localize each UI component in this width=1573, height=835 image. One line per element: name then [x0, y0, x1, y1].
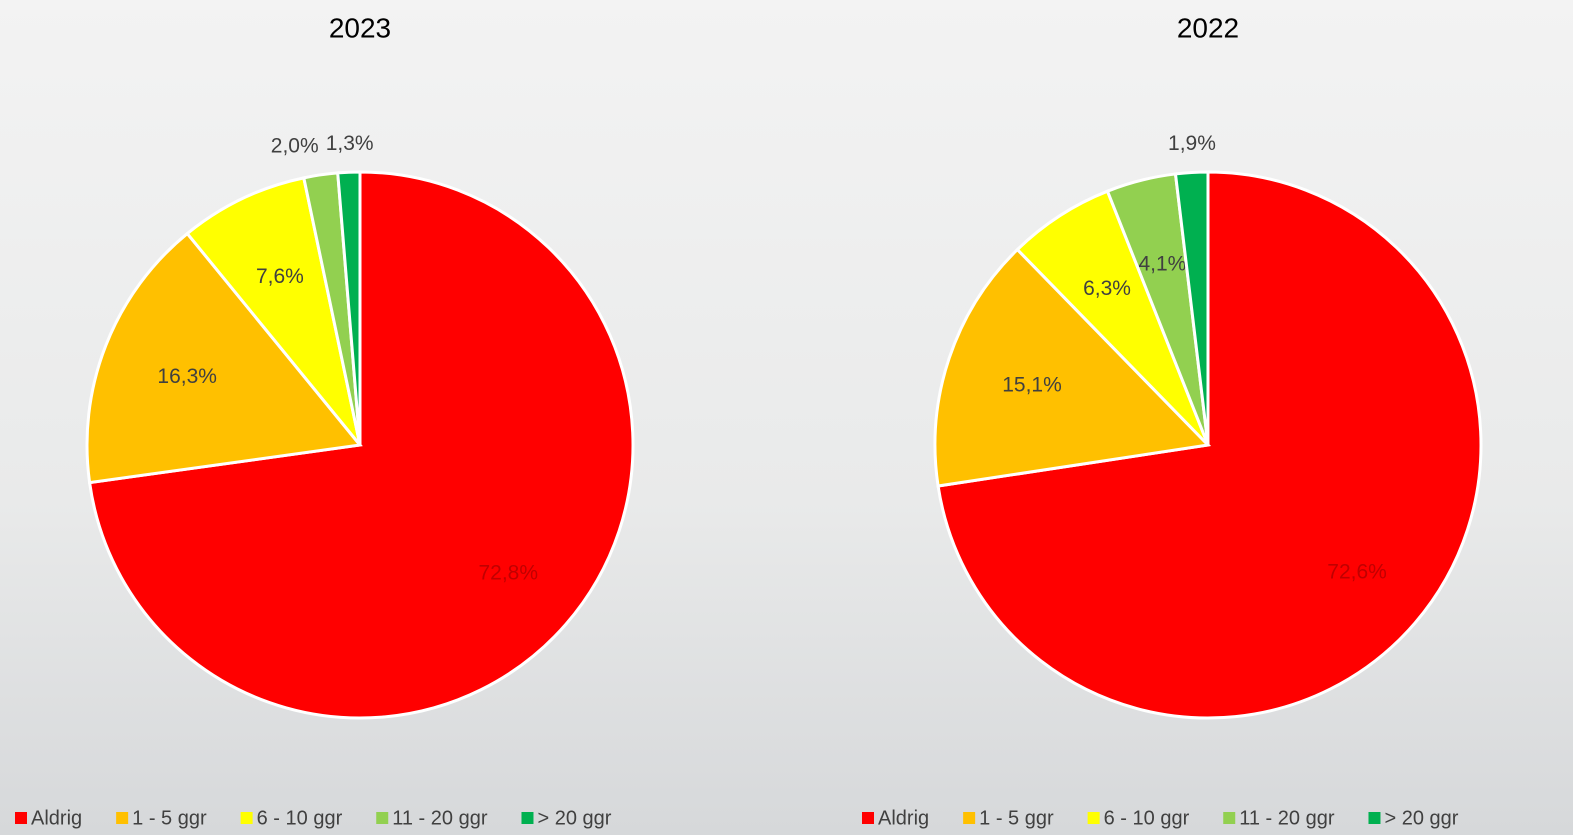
- legend-label: 1 - 5 ggr: [979, 807, 1054, 829]
- legend-label: 6 - 10 ggr: [1104, 807, 1190, 829]
- legend-swatch: [241, 812, 253, 824]
- data-label: 4,1%: [1138, 253, 1186, 276]
- legend-label: 6 - 10 ggr: [257, 807, 343, 829]
- legend-swatch: [1368, 812, 1380, 824]
- chart-title: 2022: [1177, 12, 1239, 43]
- data-label: 15,1%: [1002, 374, 1062, 397]
- chart-title: 2023: [329, 12, 391, 43]
- data-label: 16,3%: [157, 365, 217, 388]
- legend-label: Aldrig: [31, 807, 82, 829]
- legend-swatch: [15, 812, 27, 824]
- data-label: 1,3%: [326, 132, 374, 155]
- data-label: 2,0%: [271, 135, 319, 158]
- data-label: 7,6%: [256, 265, 304, 288]
- legend-label: Aldrig: [878, 807, 929, 829]
- legend-swatch: [521, 812, 533, 824]
- legend-swatch: [862, 812, 874, 824]
- data-label: 72,6%: [1327, 561, 1387, 584]
- legend-label: 11 - 20 ggr: [1239, 807, 1335, 829]
- legend-swatch: [1088, 812, 1100, 824]
- data-label: 1,9%: [1168, 132, 1216, 155]
- legend-swatch: [963, 812, 975, 824]
- legend-label: > 20 ggr: [537, 807, 611, 829]
- legend-swatch: [376, 812, 388, 824]
- legend-label: > 20 ggr: [1384, 807, 1458, 829]
- legend-swatch: [1223, 812, 1235, 824]
- page: 2023 72,8% 16,3% 7,6% 2,0% 1,3% Aldrig 1 - 5 gg…: [0, 0, 1573, 835]
- legend-label: 11 - 20 ggr: [392, 807, 488, 829]
- data-label: 6,3%: [1083, 277, 1131, 300]
- legend-label: 1 - 5 ggr: [132, 807, 207, 829]
- data-label: 72,8%: [478, 562, 538, 585]
- legend-swatch: [116, 812, 128, 824]
